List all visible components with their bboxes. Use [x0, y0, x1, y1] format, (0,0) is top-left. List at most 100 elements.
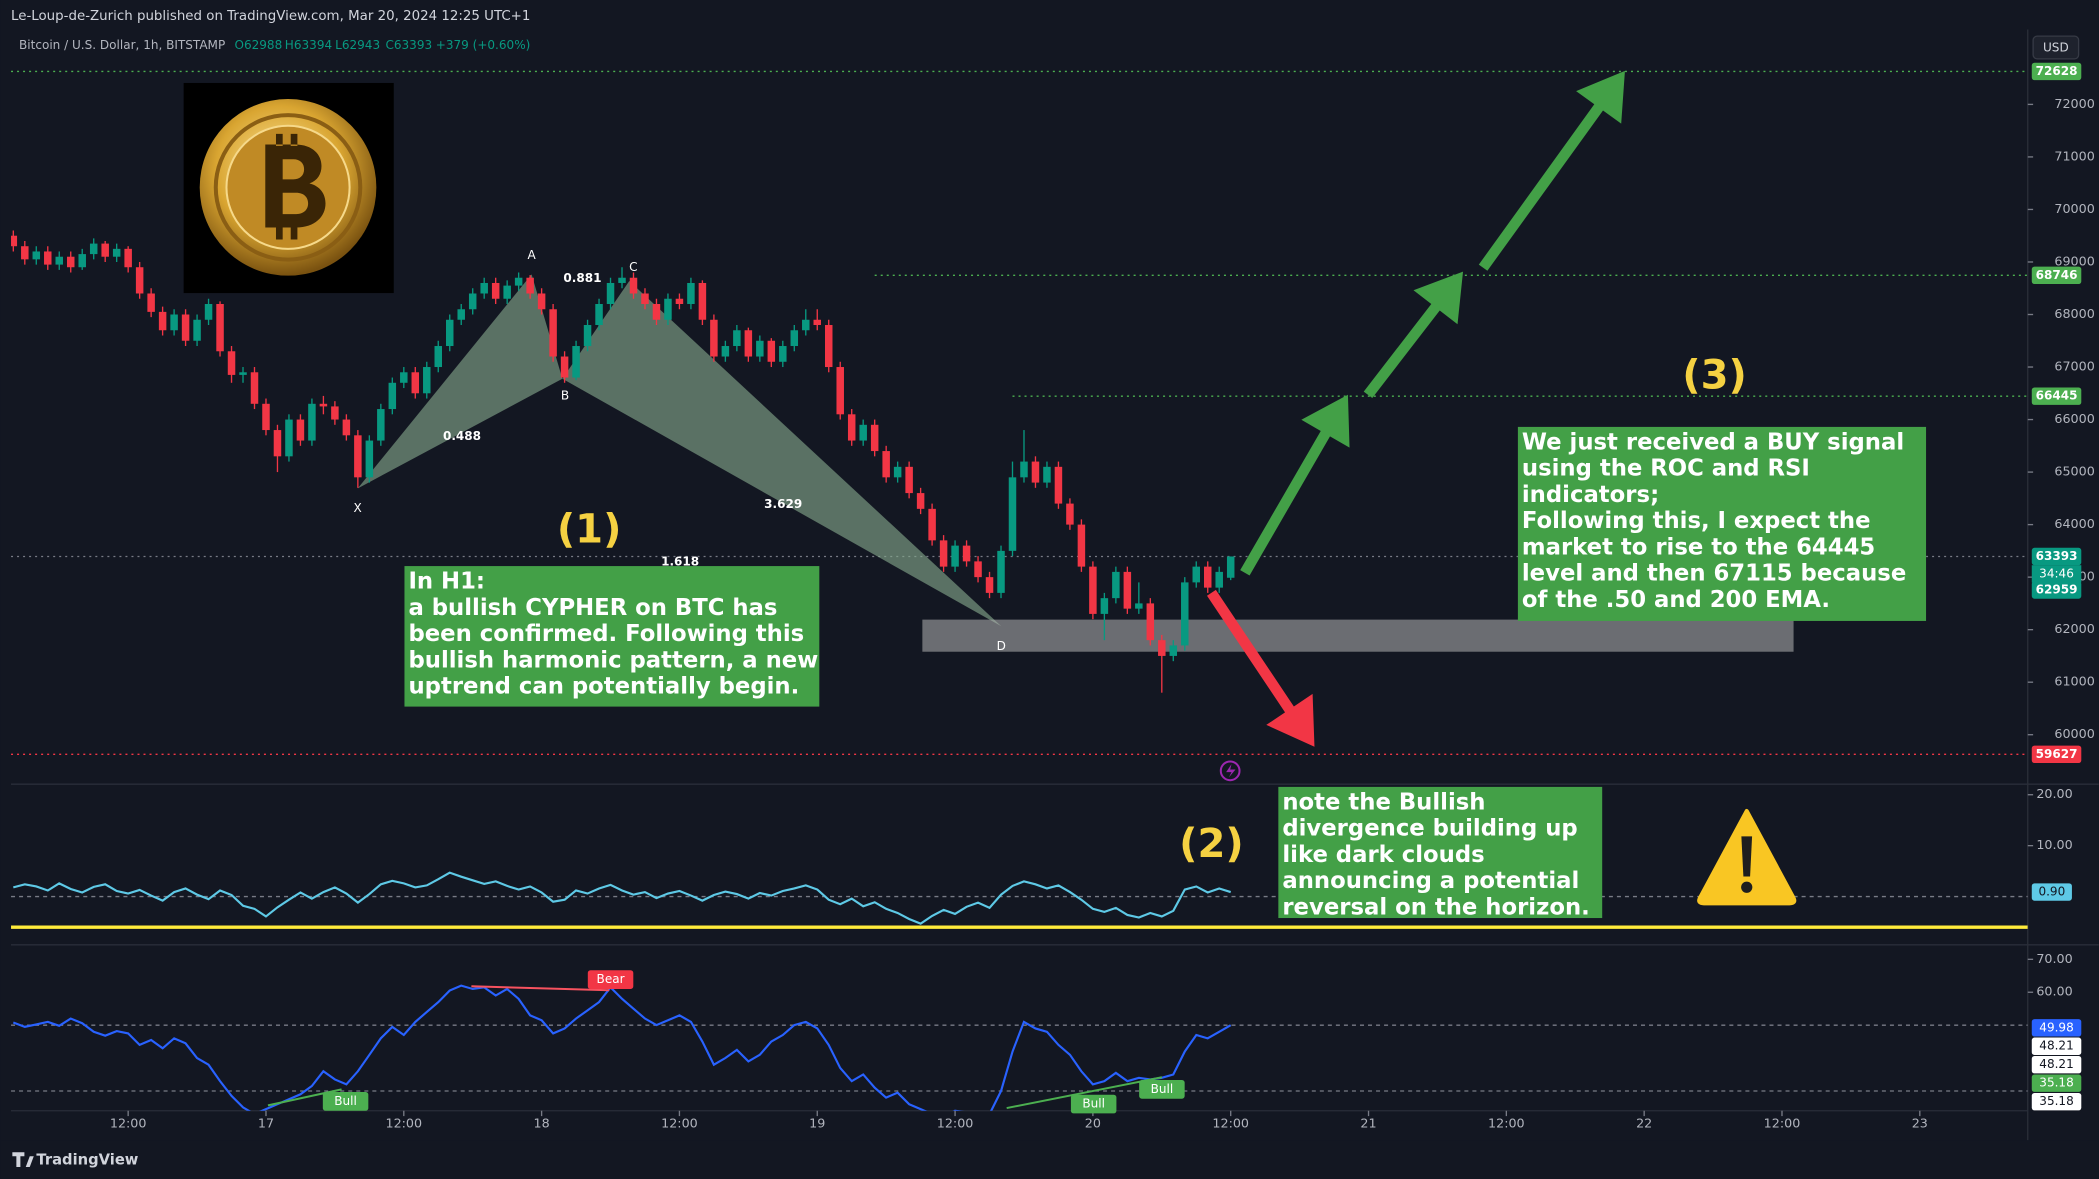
axes: 6000061000620006300064000650006600067000… — [110, 62, 2095, 1131]
candle-body — [319, 403, 328, 407]
candle-body — [928, 508, 936, 541]
candle-body — [1146, 603, 1155, 641]
x-tick-label: 18 — [534, 1116, 550, 1131]
candle-body — [1100, 598, 1109, 614]
candle-body — [135, 267, 144, 294]
candle-body — [158, 311, 167, 331]
y-tick-label: 10.00 — [2036, 837, 2072, 852]
candle-body — [779, 346, 787, 362]
price-label-box — [2031, 547, 2082, 566]
rsi-panel — [11, 984, 2028, 1111]
pattern-point: C — [629, 260, 637, 274]
candle-body — [767, 340, 776, 362]
price-label: 66445 — [2036, 389, 2078, 403]
ohlc-value: H63394 — [285, 38, 332, 52]
candle-body — [893, 466, 902, 478]
candle-body — [687, 282, 695, 304]
candle-body — [101, 243, 109, 257]
candle-body — [377, 409, 385, 441]
candle-body — [193, 319, 201, 341]
candle-body — [411, 372, 420, 394]
candle-body — [21, 246, 29, 260]
candle-body — [859, 424, 867, 441]
pattern-bcd — [562, 281, 1002, 627]
candle-body — [342, 419, 351, 436]
x-tick-label: 12:00 — [1212, 1116, 1249, 1131]
candle-body — [905, 466, 913, 494]
step-label: (2) — [1179, 821, 1244, 867]
candle-body — [423, 367, 431, 394]
annotations: Bear Bull Bull Bull X A B C D 0.488 0.881 3.629 1.61… — [322, 70, 1927, 1114]
bull-divergence — [1006, 1076, 1163, 1110]
candle-body — [11, 235, 18, 247]
candle-body — [354, 435, 362, 478]
note-line: indicators; — [1522, 482, 1659, 508]
scale-label-box — [2031, 1037, 2082, 1055]
currency-button[interactable] — [2032, 35, 2080, 60]
candle-body — [388, 382, 397, 410]
timer-box — [2031, 565, 2082, 583]
bid-box — [2031, 581, 2082, 599]
ohlc-value: O62988 — [235, 38, 283, 52]
candle-body — [1089, 566, 1097, 614]
candle-body — [1020, 461, 1028, 478]
brand: TradingView — [36, 1151, 138, 1168]
pattern-point: A — [527, 248, 536, 262]
timer: 34:46 — [2039, 566, 2074, 580]
x-tick-label: 12:00 — [385, 1116, 422, 1131]
note-line: of the .50 and 200 EMA. — [1522, 587, 1830, 613]
candle-body — [526, 277, 534, 294]
candle-body — [204, 303, 213, 320]
ohlc-value: +379 (+0.60%) — [436, 38, 531, 52]
price-label-box — [2031, 745, 2082, 764]
note-line: market to rise to the 64445 — [1522, 534, 1875, 560]
step-label: (1) — [557, 506, 622, 552]
y-tick-label: 70.00 — [2036, 951, 2072, 966]
candle-body — [744, 330, 753, 357]
step-label: (3) — [1682, 352, 1747, 398]
event-icon[interactable] — [1219, 760, 1241, 782]
x-tick-label: 12:00 — [661, 1116, 698, 1131]
candle-body — [365, 440, 374, 478]
candle-body — [790, 330, 799, 347]
candle-body — [227, 351, 236, 375]
y-tick-label: 62000 — [2054, 621, 2094, 636]
candle-body — [457, 309, 465, 320]
footer-bar — [0, 1140, 2099, 1179]
x-tick-label: 12:00 — [937, 1116, 974, 1131]
arrow — [1207, 589, 1315, 747]
divergence-tag-box — [587, 970, 634, 989]
price-label-box — [2031, 387, 2082, 405]
scale-label: 48.21 — [2039, 1039, 2073, 1053]
price-label: 72628 — [2036, 64, 2078, 78]
candle-body — [296, 419, 305, 441]
currency[interactable]: USD — [2043, 41, 2069, 55]
note-line: like dark clouds — [1282, 842, 1484, 868]
indicator-line — [13, 871, 1232, 925]
publisher: Le-Loup-de-Zurich published on TradingVi… — [11, 9, 530, 24]
note-line: In H1: — [408, 569, 485, 595]
candle-body — [124, 248, 132, 268]
candle-body — [870, 424, 879, 452]
candle-body — [66, 256, 75, 268]
ohlc: O62988 H63394 L62943 C63393 +379 (+0.60%) — [235, 38, 531, 52]
x-tick-label: 17 — [258, 1116, 274, 1131]
pattern-ratio: 1.618 — [661, 555, 699, 569]
candle-body — [331, 406, 339, 420]
candle-body — [652, 303, 661, 320]
y-tick-label: 69000 — [2054, 253, 2094, 268]
candle-body — [916, 493, 925, 509]
candle-body — [997, 550, 1005, 593]
candle-body — [1043, 466, 1051, 483]
candle-body — [273, 430, 282, 457]
x-tick-label: 12:00 — [1488, 1116, 1525, 1131]
candle-body — [262, 403, 270, 431]
pattern-point: B — [561, 389, 569, 403]
candle-body — [756, 340, 764, 357]
note-line: We just received a BUY signal — [1522, 429, 1904, 455]
candle-body — [710, 319, 718, 357]
candle-body — [985, 577, 994, 593]
price-label: 59627 — [2036, 747, 2078, 761]
candle-body — [1054, 466, 1063, 504]
scale-label: 49.98 — [2039, 1020, 2073, 1034]
